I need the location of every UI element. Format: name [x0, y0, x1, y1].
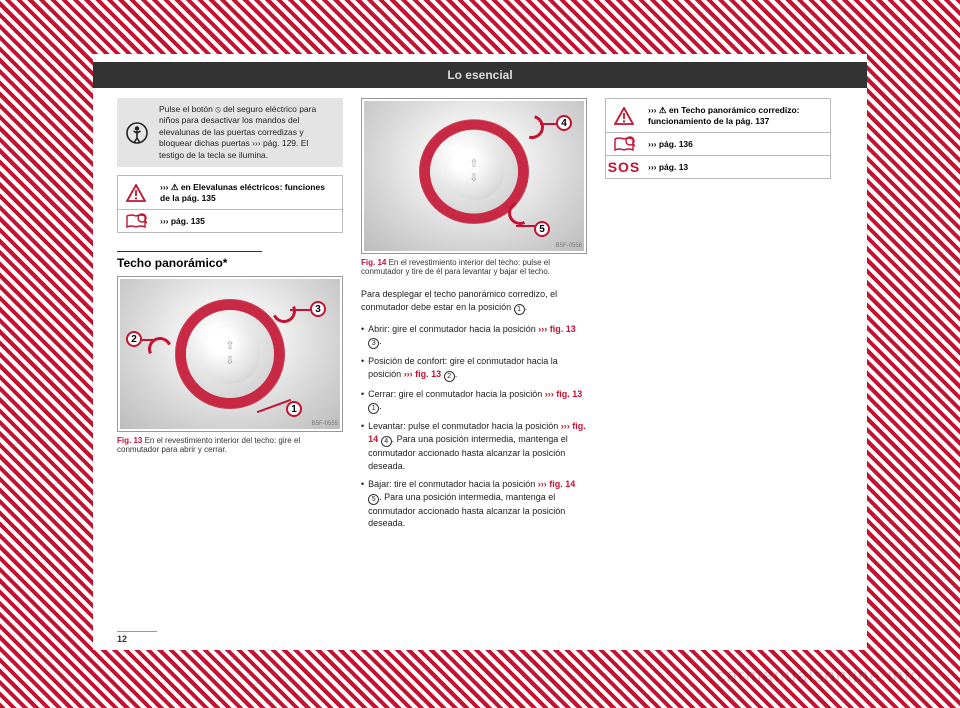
figure-14-caption: Fig. 14 En el revestimiento interior del… — [361, 258, 587, 276]
position-badge: 5 — [368, 494, 379, 505]
body-text: Para desplegar el techo panorámico corre… — [361, 288, 587, 536]
column-1: Pulse el botón ⦸ del seguro eléctrico pa… — [117, 98, 343, 608]
ref-table-col1: ››› ⚠ en Elevalunas eléctricos: funcione… — [117, 175, 343, 233]
figure-code: B5F-0556 — [556, 243, 582, 249]
page-sheet: Lo esencial Pulse el botón ⦸ del seguro … — [93, 54, 867, 650]
bullet-tail: . Para una posición intermedia, mantenga… — [368, 492, 565, 529]
bullet-tail: . — [379, 401, 382, 411]
child-lock-note: Pulse el botón ⦸ del seguro eléctrico pa… — [117, 98, 343, 167]
arrow-icon — [269, 296, 300, 327]
callout-4: 4 — [556, 115, 572, 131]
callout-5: 5 — [534, 221, 550, 237]
callout-3: 3 — [310, 301, 326, 317]
figure-ref: ››› fig. 14 — [538, 479, 576, 489]
figure-14: 4 5 B5F-0556 — [361, 98, 587, 254]
list-item: Cerrar: gire el conmutador hacia la posi… — [361, 388, 587, 415]
child-lock-icon — [125, 104, 149, 161]
bullet-text: Abrir: gire el conmutador hacia la posic… — [368, 324, 538, 334]
ref-text: ››› ⚠ en Elevalunas eléctricos: funcione… — [154, 176, 342, 209]
bullet-text: Bajar: tire el conmutador hacia la posic… — [368, 479, 538, 489]
list-item: Levantar: pulse el conmutador hacia la p… — [361, 420, 587, 472]
intro-text: Para desplegar el techo panorámico corre… — [361, 289, 557, 312]
child-lock-text: Pulse el botón ⦸ del seguro eléctrico pa… — [159, 104, 335, 161]
ref-row: ››› ⚠ en Techo panorámico corredizo: fun… — [606, 99, 830, 132]
figure-ref: ››› fig. 13 — [545, 389, 583, 399]
position-badge: 1 — [514, 304, 525, 315]
bullet-tail: . — [455, 369, 458, 379]
figure-13-photo: 2 3 1 B5F-0555 — [120, 279, 340, 429]
bullet-text: Posición de confort: gire el conmutador … — [368, 356, 558, 379]
bullet-text: Levantar: pulse el conmutador hacia la p… — [368, 421, 561, 431]
ref-text: ››› pág. 135 — [154, 210, 342, 232]
ref-text: ››› ⚠ en Techo panorámico corredizo: fun… — [642, 99, 830, 132]
figure-ref: ››› fig. 13 — [538, 324, 576, 334]
figure-13-caption: Fig. 13 En el revestimiento interior del… — [117, 436, 343, 454]
ref-row: SOS ››› pág. 13 — [606, 155, 830, 178]
bullet-text: Cerrar: gire el conmutador hacia la posi… — [368, 389, 545, 399]
book-icon — [606, 133, 642, 155]
columns: Pulse el botón ⦸ del seguro eléctrico pa… — [117, 98, 831, 608]
section-header-title: Lo esencial — [447, 68, 512, 82]
ref-row: ››› pág. 135 — [118, 209, 342, 232]
callout-2: 2 — [126, 331, 142, 347]
column-3: ››› ⚠ en Techo panorámico corredizo: fun… — [605, 98, 831, 608]
position-badge: 4 — [381, 436, 392, 447]
list-item: Posición de confort: gire el conmutador … — [361, 355, 587, 382]
ref-text: ››› pág. 13 — [642, 156, 830, 178]
arrow-icon — [516, 111, 549, 144]
ref-text: ››› pág. 136 — [642, 133, 830, 155]
ref-table-col3: ››› ⚠ en Techo panorámico corredizo: fun… — [605, 98, 831, 179]
callout-1: 1 — [286, 401, 302, 417]
figure-label: Fig. 14 — [361, 258, 386, 267]
figure-label: Fig. 13 — [117, 436, 142, 445]
figure-13: 2 3 1 B5F-0555 — [117, 276, 343, 432]
watermark: carmanualsonline.info — [716, 666, 922, 688]
figure-caption-text: En el revestimiento interior del techo: … — [361, 258, 550, 276]
figure-caption-text: En el revestimiento interior del techo: … — [117, 436, 300, 454]
book-icon — [118, 210, 154, 232]
sos-icon: SOS — [606, 156, 642, 178]
ref-row: ››› pág. 136 — [606, 132, 830, 155]
warning-icon — [606, 99, 642, 132]
intro-paragraph: Para desplegar el techo panorámico corre… — [361, 288, 587, 315]
position-badge: 1 — [368, 403, 379, 414]
section-header: Lo esencial — [93, 62, 867, 88]
arrow-icon — [505, 198, 536, 229]
sunroof-dial — [186, 310, 274, 398]
section-title: Techo panorámico* — [117, 251, 262, 270]
list-item: Bajar: tire el conmutador hacia la posic… — [361, 478, 587, 530]
column-2: 4 5 B5F-0556 Fig. 14 En el revestimiento… — [361, 98, 587, 608]
warning-icon — [118, 176, 154, 209]
page-number: 12 — [117, 631, 157, 644]
position-badge: 2 — [444, 371, 455, 382]
bullet-tail: . — [379, 336, 382, 346]
ref-row: ››› ⚠ en Elevalunas eléctricos: funcione… — [118, 176, 342, 209]
sunroof-dial — [430, 130, 518, 214]
list-item: Abrir: gire el conmutador hacia la posic… — [361, 323, 587, 350]
position-badge: 3 — [368, 338, 379, 349]
figure-code: B5F-0555 — [312, 421, 338, 427]
figure-14-photo: 4 5 B5F-0556 — [364, 101, 584, 251]
figure-ref: ››› fig. 13 — [404, 369, 444, 379]
bullet-tail: . Para una posición intermedia, mantenga… — [368, 434, 568, 471]
